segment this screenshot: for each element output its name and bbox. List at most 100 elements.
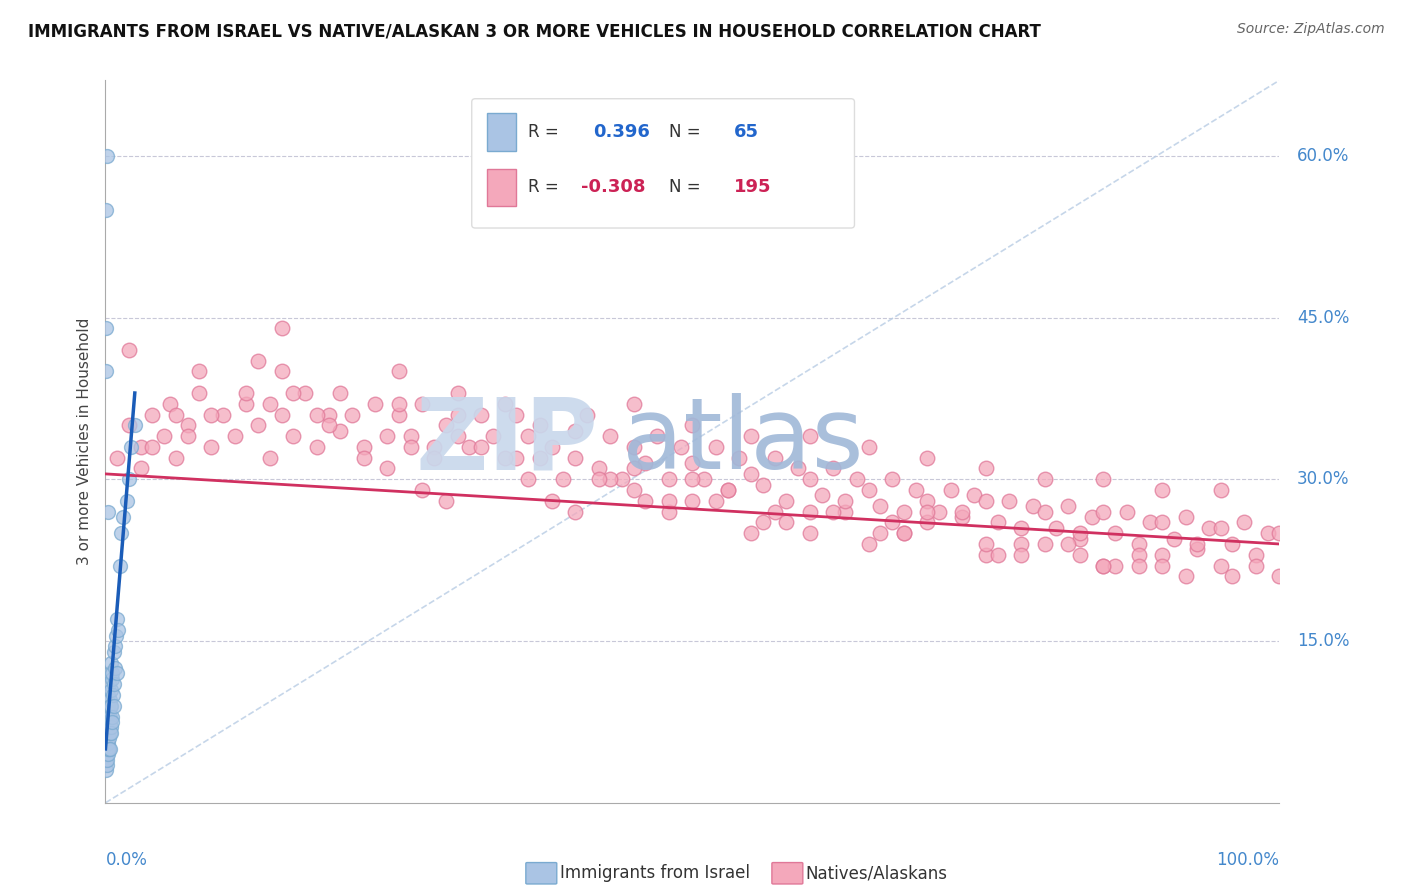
Point (974, 548, 997, 562)
Point (211, 408, 233, 422)
Point (869, 500, 891, 514)
Text: 15.0%: 15.0% (1298, 632, 1350, 650)
Point (599, 429, 621, 443)
Point (200, 408, 222, 422)
Point (482, 429, 505, 443)
Point (176, 429, 198, 443)
Point (834, 493, 856, 508)
Point (658, 493, 681, 508)
Point (101, 714, 124, 729)
Point (97, 688, 120, 702)
Point (340, 408, 363, 422)
Point (96, 753, 118, 767)
Point (1010, 537, 1032, 551)
Point (717, 483, 740, 497)
Point (917, 505, 939, 519)
Point (858, 537, 880, 551)
Point (1150, 483, 1173, 497)
Text: R =: R = (529, 178, 564, 196)
Text: N =: N = (669, 123, 706, 141)
Point (1010, 548, 1032, 562)
Point (564, 505, 586, 519)
Point (823, 505, 845, 519)
Point (94, 742, 117, 756)
Point (974, 493, 997, 508)
Point (423, 450, 446, 465)
Point (100, 698, 122, 713)
Point (97, 731, 120, 745)
Point (270, 408, 292, 422)
Point (1057, 500, 1080, 514)
Point (329, 424, 352, 438)
Point (682, 456, 704, 470)
Text: 0.396: 0.396 (593, 123, 650, 141)
Point (104, 661, 127, 675)
Text: 100.0%: 100.0% (1216, 851, 1279, 870)
Point (952, 505, 974, 519)
Point (118, 418, 141, 433)
Point (1033, 537, 1056, 551)
Bar (486, 113, 516, 151)
Point (411, 483, 433, 497)
Point (97, 505, 120, 519)
Point (1257, 526, 1279, 541)
Point (375, 461, 398, 475)
Point (96, 714, 118, 729)
Point (200, 440, 222, 454)
Point (224, 429, 246, 443)
Point (610, 472, 633, 486)
Point (752, 477, 775, 491)
Point (100, 725, 122, 739)
Text: 65: 65 (734, 123, 759, 141)
Text: -0.308: -0.308 (581, 178, 645, 196)
Point (100, 656, 122, 670)
Point (105, 450, 128, 465)
Point (658, 505, 681, 519)
Text: ZIP: ZIP (416, 393, 599, 490)
Point (283, 429, 305, 443)
Point (129, 440, 152, 454)
Point (94, 364, 117, 378)
Point (283, 386, 305, 401)
Point (1150, 558, 1173, 573)
Point (599, 472, 621, 486)
Point (141, 408, 163, 422)
Point (529, 450, 551, 465)
Point (1115, 505, 1137, 519)
Point (97, 747, 120, 762)
Point (101, 688, 124, 702)
Point (1209, 483, 1232, 497)
Point (124, 418, 146, 433)
Point (998, 493, 1021, 508)
Point (423, 440, 446, 454)
Point (1268, 569, 1291, 583)
Point (98, 709, 121, 723)
Point (880, 472, 903, 486)
Point (669, 440, 692, 454)
Text: 45.0%: 45.0% (1298, 309, 1350, 326)
Point (108, 558, 131, 573)
Point (115, 493, 138, 508)
Point (97, 742, 120, 756)
FancyBboxPatch shape (472, 99, 855, 228)
Point (235, 386, 257, 401)
Point (540, 493, 562, 508)
Point (505, 408, 527, 422)
Point (682, 418, 704, 433)
Point (129, 461, 152, 475)
Point (247, 353, 270, 368)
Point (470, 440, 492, 454)
Point (505, 450, 527, 465)
Point (1163, 532, 1185, 546)
Point (623, 483, 645, 497)
Point (799, 505, 821, 519)
Point (447, 429, 470, 443)
Point (364, 397, 387, 411)
Point (1209, 558, 1232, 573)
Point (97, 704, 120, 718)
Point (1187, 537, 1209, 551)
Point (728, 450, 751, 465)
Point (96, 742, 118, 756)
Point (100, 698, 122, 713)
Point (98, 693, 121, 707)
